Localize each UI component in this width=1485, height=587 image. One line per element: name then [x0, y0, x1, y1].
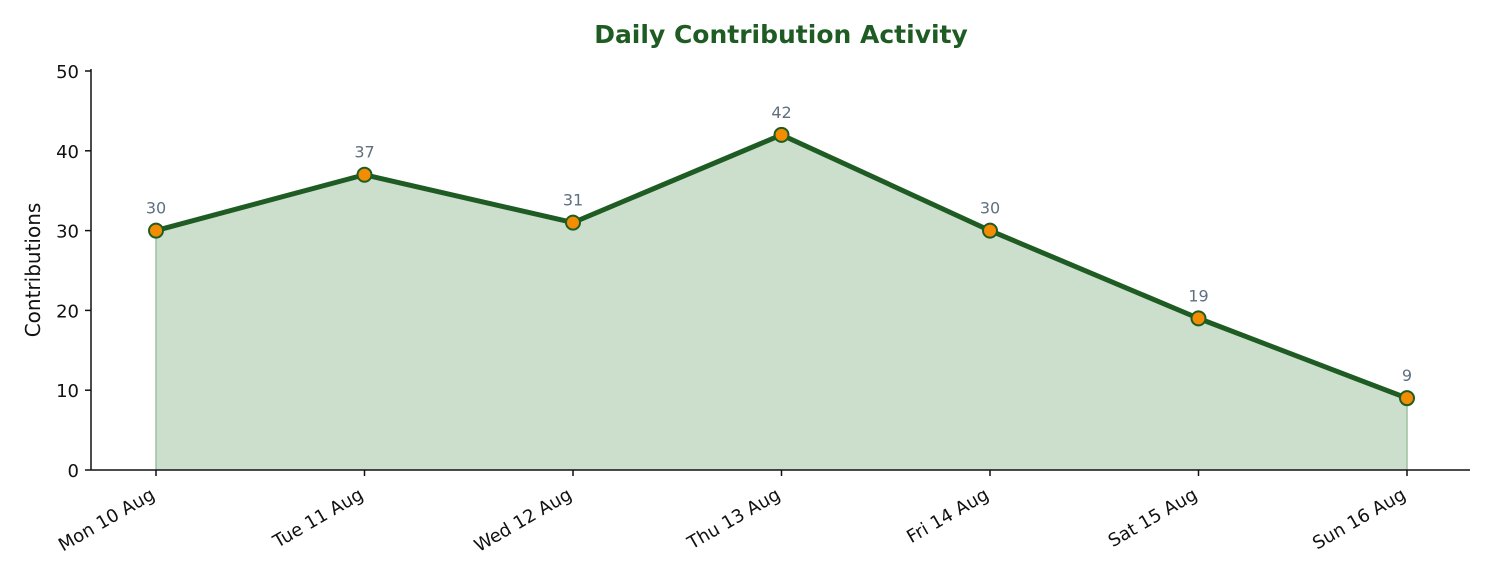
- data-point: [565, 214, 581, 231]
- x-tick-label: Sun 16 Aug: [1309, 484, 1409, 554]
- y-axis-label: Contributions: [21, 203, 45, 338]
- y-tick-label: 40: [56, 142, 79, 163]
- data-point: [1399, 390, 1415, 407]
- data-label: 19: [1188, 286, 1208, 305]
- data-point: [773, 126, 790, 143]
- data-label: 37: [354, 143, 374, 162]
- y-tick-label: 0: [68, 461, 79, 482]
- x-tick-label: Fri 14 Aug: [903, 484, 992, 548]
- data-label: 30: [146, 199, 166, 218]
- data-label: 30: [980, 199, 1000, 218]
- data-label: 9: [1402, 366, 1412, 385]
- x-tick-label: Mon 10 Aug: [55, 484, 159, 556]
- x-tick-label: Thu 13 Aug: [683, 484, 784, 554]
- area-fill: [156, 134, 1407, 470]
- x-tick-label: Sat 15 Aug: [1105, 484, 1201, 552]
- x-tick-label: Tue 11 Aug: [269, 484, 367, 553]
- plot-area: 0 10 20 30 40 50 Mon 10 Aug Tue 11 Aug Wed 12 Au…: [55, 62, 1470, 557]
- data-label: 31: [563, 191, 583, 210]
- x-tick-label: Wed 12 Aug: [471, 484, 576, 557]
- y-tick-label: 20: [56, 301, 79, 322]
- data-point: [356, 166, 373, 183]
- y-tick-label: 10: [56, 381, 79, 402]
- chart-title: Daily Contribution Activity: [594, 20, 968, 49]
- y-tick-label: 50: [56, 62, 79, 83]
- data-point: [1190, 310, 1207, 327]
- y-tick-label: 30: [56, 222, 79, 243]
- data-label: 42: [771, 103, 791, 122]
- data-point: [982, 222, 998, 239]
- data-point: [148, 222, 164, 239]
